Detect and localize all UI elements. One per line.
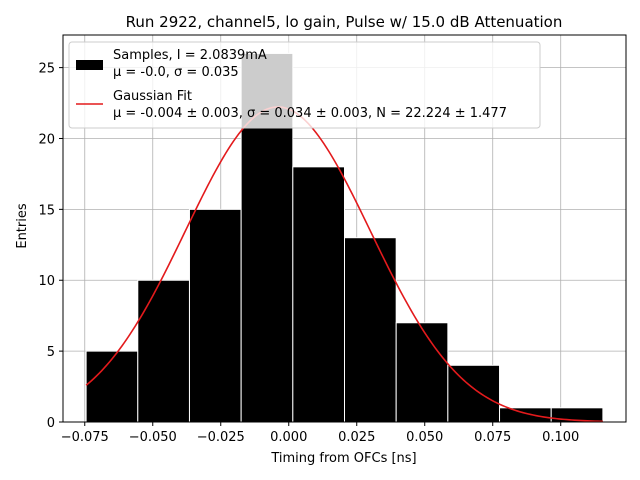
- x-tick-label: 0.025: [338, 430, 375, 445]
- legend: Samples, I = 2.0839mA μ = -0.0, σ = 0.03…: [68, 41, 541, 129]
- x-tick-label: 0.075: [474, 430, 511, 445]
- y-tick-label: 25: [38, 62, 55, 77]
- histogram-bar: [292, 166, 345, 423]
- x-tick-label: 0.100: [542, 430, 579, 445]
- histogram-bar: [447, 364, 501, 423]
- x-tick-label: 0.000: [270, 430, 307, 445]
- y-axis-title: Entries: [15, 203, 30, 249]
- y-tick-label: 20: [38, 132, 55, 147]
- chart-title: Run 2922, channel5, lo gain, Pulse w/ 15…: [126, 13, 563, 31]
- legend-fit-stats: μ = -0.004 ± 0.003, σ = 0.034 ± 0.003, N…: [113, 106, 507, 121]
- histogram-bar: [137, 279, 190, 423]
- fit-curve: [85, 106, 603, 423]
- plot-frame: [62, 34, 627, 423]
- legend-histogram-swatch: [76, 60, 103, 70]
- y-tick-label: 5: [47, 345, 55, 360]
- x-tick-label: −0.075: [61, 430, 109, 445]
- legend-histogram-label: Samples, I = 2.0839mA: [113, 48, 267, 63]
- histogram-bar: [395, 322, 449, 423]
- x-tick-label: −0.050: [129, 430, 177, 445]
- histogram-bar: [85, 350, 139, 423]
- y-tick-label: 10: [38, 274, 55, 289]
- legend-histogram-stats: μ = -0.0, σ = 0.035: [113, 65, 239, 80]
- histogram-bar: [499, 407, 552, 423]
- y-axis-ticks: 0 5 10 15 20 25: [38, 62, 63, 431]
- x-axis-ticks: −0.075 −0.050 −0.025 0.000 0.025 0.050 0.075 0.…: [61, 422, 579, 445]
- gaussian-fit: [85, 106, 603, 423]
- y-tick-label: 15: [38, 203, 55, 218]
- histogram-bar: [344, 237, 397, 423]
- legend-box: [68, 41, 541, 129]
- y-tick-label: 0: [47, 416, 55, 431]
- histogram-bar: [188, 208, 242, 423]
- x-tick-label: 0.050: [406, 430, 443, 445]
- legend-fit-label: Gaussian Fit: [113, 89, 192, 104]
- x-axis-title: Timing from OFCs [ns]: [270, 451, 416, 466]
- x-tick-label: −0.025: [197, 430, 245, 445]
